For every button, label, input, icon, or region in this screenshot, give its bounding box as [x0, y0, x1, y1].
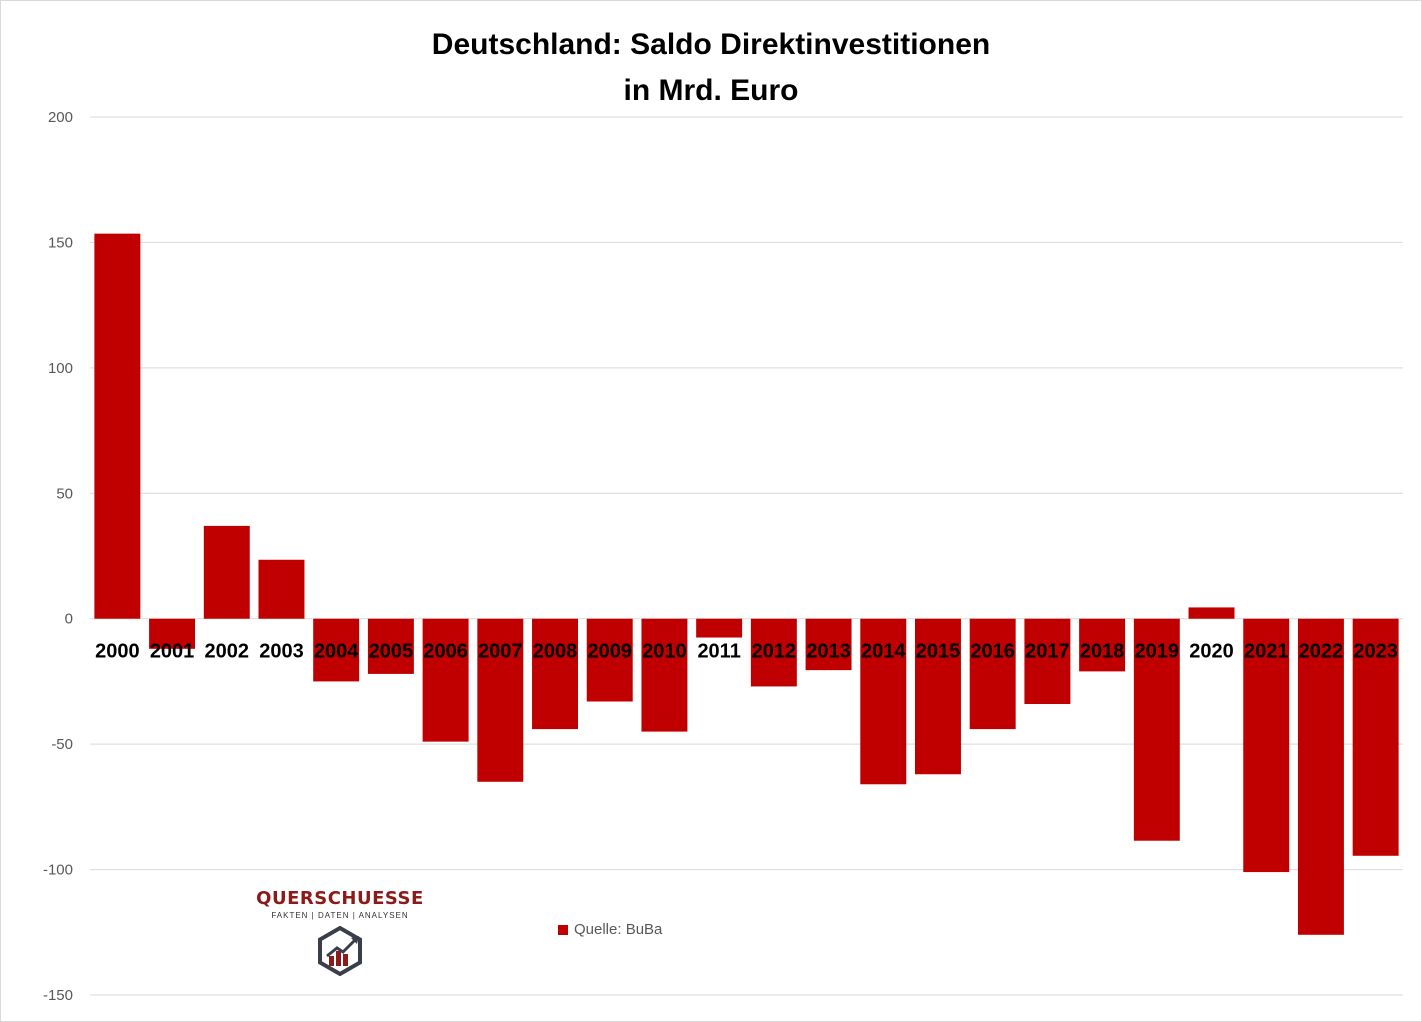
bar-2021: [1243, 618, 1290, 873]
x-tick-label: 2001: [150, 641, 195, 663]
x-tick-label: 2000: [95, 641, 140, 663]
chart-title-line1: Deutschland: Saldo Direktinvestitionen: [431, 28, 991, 61]
bar-2004: [313, 618, 360, 682]
bar-2019: [1133, 618, 1180, 841]
legend-swatch: [558, 924, 568, 935]
bar-2001: [149, 618, 196, 649]
bar-2023: [1352, 618, 1399, 856]
x-tick-label: 2006: [423, 641, 468, 663]
logo-hexagon-icon: [318, 926, 362, 976]
bar-2014: [860, 618, 907, 785]
y-tick-label: 0: [65, 611, 73, 628]
bar-2016: [969, 618, 1016, 730]
x-tick-label: 2008: [533, 641, 578, 663]
x-tick-label: 2002: [205, 641, 250, 663]
bar-2022: [1297, 618, 1344, 935]
x-tick-label: 2022: [1299, 641, 1344, 663]
y-tick-label: 50: [56, 485, 73, 502]
bar-2013: [805, 618, 852, 671]
bar-2006: [422, 618, 469, 742]
y-tick-label: 200: [48, 109, 73, 126]
bar-2020: [1188, 607, 1235, 619]
x-tick-label: 2019: [1135, 641, 1180, 663]
chart-title-line2: in Mrd. Euro: [623, 74, 799, 107]
x-tick-label: 2017: [1025, 641, 1070, 663]
bar-2017: [1024, 618, 1071, 705]
logo-tagline: FAKTEN | DATEN | ANALYSEN: [271, 911, 409, 920]
bar-2010: [641, 618, 688, 732]
x-tick-label: 2023: [1353, 641, 1398, 663]
bars: [94, 233, 1399, 935]
x-axis-labels: 2000 2001 2002 2003 2004 2005 2006 2007 2008 2009…: [95, 641, 1398, 663]
x-tick-label: 2011: [697, 641, 740, 663]
y-axis-labels: 200 150 100 50 0 -50 -100 -150: [43, 109, 73, 1004]
x-tick-label: 2010: [642, 641, 687, 663]
y-tick-label: -100: [43, 862, 73, 879]
bar-2018: [1079, 618, 1126, 672]
x-tick-label: 2007: [478, 641, 523, 663]
x-tick-label: 2009: [587, 641, 632, 663]
x-tick-label: 2005: [369, 641, 414, 663]
x-tick-label: 2013: [806, 641, 851, 663]
x-tick-label: 2014: [861, 641, 906, 663]
bar-2012: [750, 618, 797, 687]
bar-2005: [367, 618, 414, 674]
x-tick-label: 2015: [916, 641, 961, 663]
x-tick-label: 2012: [752, 641, 797, 663]
gridlines: [90, 116, 1403, 996]
y-tick-label: 150: [48, 234, 73, 251]
bar-2007: [477, 618, 524, 782]
bar-2002: [203, 525, 250, 619]
legend-label: Quelle: BuBa: [574, 921, 663, 938]
x-tick-label: 2021: [1244, 641, 1289, 663]
logo-name: QUERSCHUESSE: [256, 888, 424, 909]
x-tick-label: 2004: [314, 641, 359, 663]
x-tick-label: 2003: [259, 641, 304, 663]
querschuesse-logo: QUERSCHUESSE FAKTEN | DATEN | ANALYSEN: [248, 888, 432, 976]
bar-2000: [94, 233, 141, 619]
bar-2009: [586, 618, 633, 702]
x-tick-label: 2018: [1080, 641, 1125, 663]
y-tick-label: -150: [43, 987, 73, 1004]
x-tick-label: 2020: [1189, 641, 1234, 663]
bar-2015: [915, 618, 961, 775]
bar-2008: [532, 618, 578, 730]
y-tick-label: 100: [48, 360, 73, 377]
bar-2011: [696, 618, 743, 638]
x-tick-label: 2016: [970, 641, 1015, 663]
legend: Quelle: BuBa: [558, 921, 662, 938]
y-tick-label: -50: [51, 736, 73, 753]
chart-title: Deutschland: Saldo Direktinvestitionen i…: [0, 22, 1422, 114]
bar-2003: [258, 559, 305, 619]
